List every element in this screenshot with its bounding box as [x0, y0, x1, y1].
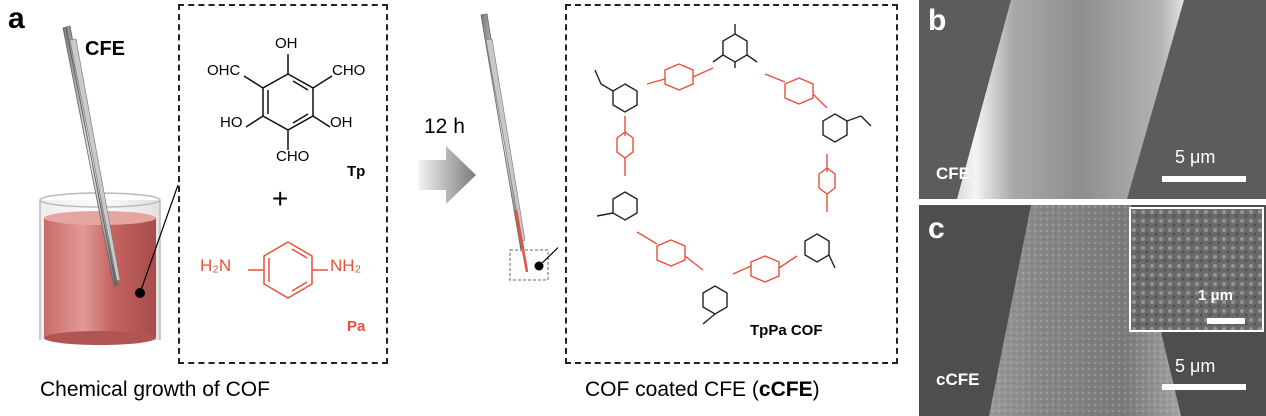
caption-left: Chemical growth of COF [40, 378, 270, 401]
plus-sign: + [272, 183, 289, 214]
arrow-label: 12 h [424, 115, 465, 138]
panel-c-scale-label: 5 μm [1175, 356, 1216, 376]
panel-b-sample: CFE [936, 164, 970, 183]
caption-right-suffix: ) [812, 378, 820, 401]
caption-right: COF coated CFE (cCFE) [585, 378, 820, 402]
caption-right-bold: cCFE [758, 378, 813, 401]
sem-inset-c [1129, 207, 1264, 332]
inset-scale-bar [1207, 318, 1245, 324]
reactants-box [178, 4, 388, 364]
coated-tip [514, 209, 529, 273]
cof-name: TpPa COF [750, 322, 823, 339]
panel-b-letter: b [928, 4, 947, 37]
panel-c-letter: c [928, 212, 945, 245]
pa-nh2-left: H₂N [200, 256, 232, 275]
pa-structure [248, 241, 328, 299]
panel-b-scale-label: 5 μm [1175, 147, 1216, 167]
tp-oh-top: OH [275, 35, 298, 52]
fiber-smooth [957, 0, 1184, 199]
cof-structure [594, 24, 872, 325]
cfe-label: CFE [85, 38, 125, 60]
inset-scale-label: 1 μm [1198, 287, 1234, 304]
tp-oh-left: HO [220, 114, 243, 131]
liquid-surface [44, 211, 156, 225]
panel-b-scale-bar [1162, 176, 1246, 182]
coated-electrode [480, 13, 558, 281]
reaction-arrow [418, 146, 476, 204]
panel-c-scale-bar [1162, 384, 1246, 390]
cof-box [565, 4, 898, 364]
tp-cho-bottom: CHO [276, 148, 310, 165]
pa-nh2-right: NH₂ [330, 256, 362, 275]
tp-cho-left: OHC [207, 62, 241, 79]
pa-name: Pa [347, 318, 366, 335]
tp-structure [243, 54, 333, 150]
caption-right-prefix: COF coated CFE ( [585, 378, 759, 401]
tp-name: Tp [347, 163, 366, 180]
zoom-region [509, 249, 549, 281]
panel-c-sample: cCFE [936, 370, 980, 389]
beaker-bottom [44, 331, 156, 345]
sem-image-b [919, 0, 1266, 199]
beaker-illustration [39, 25, 179, 345]
panel-a-letter: a [8, 2, 25, 35]
tp-cho-right: CHO [332, 62, 366, 79]
tp-oh-right: OH [330, 114, 353, 131]
beaker-liquid [44, 218, 156, 338]
